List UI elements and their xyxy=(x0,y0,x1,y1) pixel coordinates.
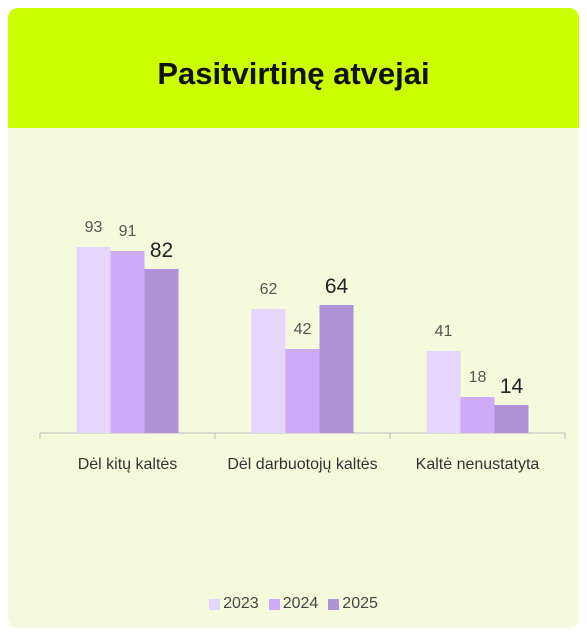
bar xyxy=(426,351,461,433)
data-label: 93 xyxy=(84,219,103,236)
legend-swatch xyxy=(268,598,280,610)
chart-title: Pasitvirtinę atvejai xyxy=(157,56,430,91)
data-label: 18 xyxy=(468,369,487,386)
x-tick-label: Kaltė nenustatyta xyxy=(415,456,540,473)
bar xyxy=(144,269,179,433)
bar xyxy=(494,405,529,433)
legend-label: 2023 xyxy=(223,595,259,612)
data-label: 41 xyxy=(434,323,453,340)
x-tick-label: Dėl kitų kaltės xyxy=(77,456,178,473)
bar xyxy=(285,349,320,433)
data-label: 64 xyxy=(324,275,349,298)
header: Pasitvirtinę atvejai xyxy=(8,8,579,128)
bar xyxy=(460,397,495,433)
bar xyxy=(251,309,286,433)
bar xyxy=(319,305,354,433)
legend-swatch xyxy=(328,598,340,610)
data-label: 91 xyxy=(118,223,137,240)
legend-swatch xyxy=(209,598,221,610)
legend-item: 2024 xyxy=(268,595,319,613)
card: Pasitvirtinę atvejai 2023 2024 2025 Dėl ki… xyxy=(8,8,579,628)
bar xyxy=(110,251,145,433)
legend-label: 2025 xyxy=(342,595,378,612)
legend-item: 2025 xyxy=(328,595,378,613)
bar xyxy=(76,247,111,433)
data-label: 62 xyxy=(259,281,278,298)
data-label: 42 xyxy=(293,321,312,338)
legend: 2023 2024 2025 xyxy=(8,595,579,613)
data-label: 82 xyxy=(149,239,174,262)
legend-label: 2024 xyxy=(282,595,319,612)
x-tick-label: Dėl darbuotojų kaltės xyxy=(227,456,378,473)
data-label: 14 xyxy=(499,375,524,398)
legend-item: 2023 xyxy=(209,595,259,613)
plot xyxy=(39,247,566,439)
